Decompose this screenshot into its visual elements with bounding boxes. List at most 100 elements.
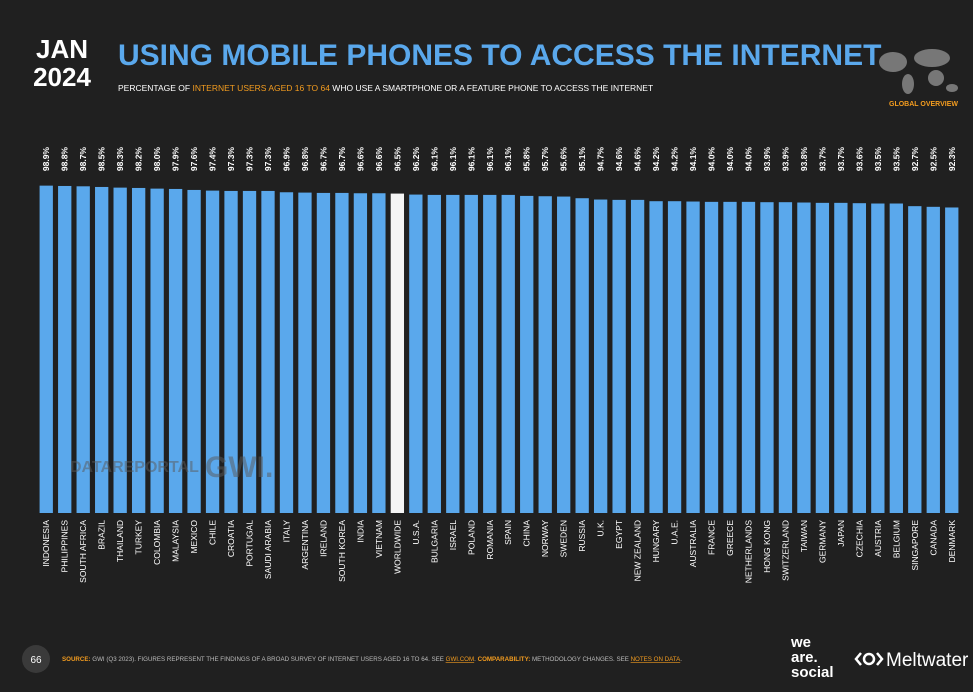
value-label: 95.8% <box>522 147 532 172</box>
x-tick-label: RUSSIA <box>577 520 587 552</box>
x-tick-label: NORWAY <box>540 520 550 557</box>
value-label: 96.5% <box>392 147 402 172</box>
x-tick-label: BULGARIA <box>429 520 439 563</box>
bar <box>409 194 423 513</box>
value-label: 95.7% <box>540 147 550 172</box>
value-label: 97.3% <box>226 147 236 172</box>
x-tick-label: U.K. <box>596 520 606 537</box>
x-tick-label: MALAYSIA <box>171 520 181 562</box>
world-map-icon <box>879 49 958 94</box>
value-label: 94.1% <box>688 147 698 172</box>
bar <box>427 194 441 513</box>
value-label: 94.0% <box>743 147 753 172</box>
bar <box>131 187 146 513</box>
watermark: DATAREPORTAL <box>70 459 199 476</box>
bar <box>704 201 719 514</box>
source-link[interactable]: GWI.COM <box>446 656 475 663</box>
value-label: 97.3% <box>245 147 255 172</box>
value-label: 93.7% <box>817 147 827 172</box>
value-label: 93.8% <box>799 147 809 172</box>
x-tick-label: CHINA <box>522 520 532 547</box>
value-label: 94.2% <box>670 147 680 172</box>
x-tick-label: ROMANIA <box>485 520 495 560</box>
value-label: 98.9% <box>41 147 51 172</box>
bar <box>261 190 275 513</box>
x-tick-label: CANADA <box>928 520 938 556</box>
x-tick-label: VIETNAM <box>374 520 384 558</box>
bars: 98.9% INDONESIA 98.8% PHILIPPINES 98.7% SOUTH… <box>39 147 959 583</box>
x-tick-label: MEXICO <box>189 520 199 554</box>
value-label: 96.1% <box>429 147 439 172</box>
bar <box>926 206 940 513</box>
page-number: 66 <box>30 655 42 666</box>
bar <box>815 202 830 513</box>
source-text: METHODOLOGY CHANGES. SEE <box>530 656 630 663</box>
bar <box>557 196 571 513</box>
x-tick-label: TAIWAN <box>799 520 809 552</box>
value-label: 96.1% <box>485 147 495 172</box>
bar <box>871 203 885 513</box>
source-text: . <box>474 656 477 663</box>
x-tick-label: SPAIN <box>503 520 513 545</box>
chart-title: USING MOBILE PHONES TO ACCESS THE INTERN… <box>118 39 881 72</box>
bar <box>76 186 90 514</box>
value-label: 94.7% <box>596 147 606 172</box>
chart-subtitle: PERCENTAGE OF INTERNET USERS AGED 16 TO … <box>118 83 653 93</box>
value-label: 97.9% <box>171 147 181 172</box>
value-label: 94.0% <box>725 147 735 172</box>
date-year: 2024 <box>33 62 91 92</box>
notes-link[interactable]: NOTES ON DATA <box>631 656 681 663</box>
bar <box>205 190 220 513</box>
bar <box>150 188 164 513</box>
value-label: 94.0% <box>707 147 717 172</box>
logo-text: are. <box>791 649 818 666</box>
source-text: . <box>680 656 682 663</box>
x-tick-label: U.S.A. <box>411 520 421 545</box>
value-label: 95.6% <box>559 147 569 172</box>
x-tick-label: BRAZIL <box>97 520 107 550</box>
x-tick-label: JAPAN <box>836 520 846 547</box>
bar <box>39 185 53 514</box>
bar <box>483 194 497 513</box>
value-label: 92.3% <box>947 147 957 172</box>
bar <box>372 193 386 513</box>
value-label: 96.2% <box>411 147 421 172</box>
x-tick-label: INDONESIA <box>41 520 51 567</box>
x-tick-label: COLOMBIA <box>152 520 162 565</box>
value-label: 98.2% <box>134 147 144 172</box>
bar <box>168 188 183 514</box>
x-tick-label: TURKEY <box>134 520 144 555</box>
x-tick-label: CROATIA <box>226 520 236 557</box>
bar <box>593 199 608 513</box>
x-tick-label: SOUTH KOREA <box>337 520 347 582</box>
bar <box>908 206 922 513</box>
value-label: 97.3% <box>263 147 273 172</box>
bar <box>667 201 682 513</box>
comparability-label: COMPARABILITY: <box>478 656 531 663</box>
global-overview-badge: GLOBAL OVERVIEW <box>889 101 958 108</box>
value-label: 94.6% <box>614 147 624 172</box>
bar <box>353 193 368 513</box>
source-text: GWI (Q3 2023). FIGURES REPRESENT THE FIN… <box>91 656 446 663</box>
bar <box>538 196 552 513</box>
bar <box>686 201 700 514</box>
x-tick-label: INDIA <box>355 520 365 543</box>
x-tick-label: HUNGARY <box>651 520 661 563</box>
value-label: 95.1% <box>577 147 587 172</box>
bar <box>852 203 867 513</box>
value-label: 93.5% <box>873 147 883 172</box>
source-label: SOURCE: <box>62 656 91 663</box>
bar <box>760 202 774 514</box>
x-tick-label: GERMANY <box>817 520 827 563</box>
value-label: 98.8% <box>60 147 70 172</box>
x-tick-label: SWEDEN <box>559 520 569 557</box>
value-label: 93.7% <box>836 147 846 172</box>
subtitle-highlight: INTERNET USERS AGED 16 TO 64 <box>192 83 330 93</box>
bar <box>446 194 460 513</box>
value-label: 98.3% <box>115 147 125 172</box>
logo-text: we <box>790 634 811 651</box>
value-label: 93.9% <box>780 147 790 172</box>
bar <box>113 187 127 513</box>
x-tick-label: U.A.E. <box>670 520 680 545</box>
